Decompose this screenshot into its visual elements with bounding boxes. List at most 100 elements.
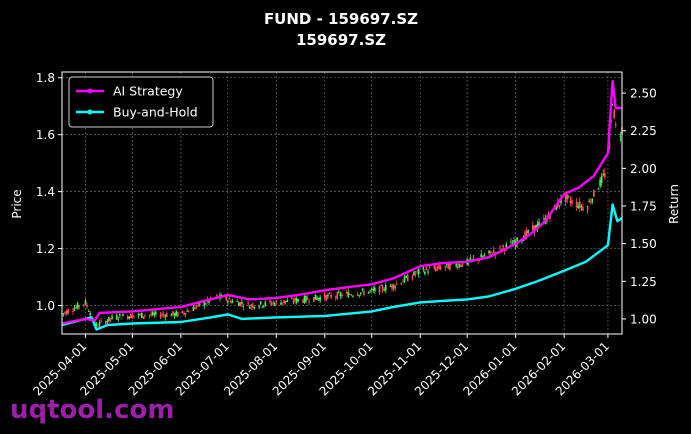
candle-body	[328, 293, 331, 294]
candle-body	[75, 306, 77, 308]
candle-body	[571, 200, 573, 204]
candle-body	[281, 302, 284, 304]
candle-body	[119, 314, 121, 316]
candle-body	[338, 291, 340, 293]
y-axis-right: 1.00 1.25 1.50 1.75 2.00 2.25 2.50	[622, 87, 657, 326]
candle-body	[292, 301, 295, 303]
candle-body	[383, 290, 386, 291]
chart-subtitle: 159697.SZ	[296, 31, 386, 49]
candle-body	[582, 207, 584, 211]
candle-body	[535, 225, 537, 230]
candle-body	[284, 301, 287, 303]
candle-body	[560, 198, 562, 204]
candle-body	[427, 271, 429, 273]
candle-body	[142, 316, 145, 318]
candle-body	[349, 294, 351, 295]
candle-body	[122, 314, 124, 317]
candle-body	[139, 313, 142, 315]
candle-body	[356, 294, 359, 296]
candle-body	[286, 299, 289, 302]
candle-body	[406, 274, 409, 282]
candle-body	[62, 313, 65, 315]
candle-body	[411, 276, 414, 279]
candle-body	[330, 294, 332, 298]
candle-body	[345, 291, 348, 293]
legend-box	[68, 76, 214, 128]
candle-body	[403, 276, 406, 282]
candle-body	[172, 311, 174, 315]
y-right-tick-label: 1.00	[630, 312, 657, 326]
candle-body	[294, 297, 296, 302]
candle-body	[247, 302, 249, 304]
candle-body	[413, 271, 415, 276]
candle-body	[439, 266, 442, 270]
candle-body	[192, 306, 195, 311]
candle-body	[417, 268, 420, 274]
candle-body	[586, 206, 589, 211]
price-candles	[61, 103, 623, 329]
candle-body	[140, 312, 143, 319]
candle-body	[438, 264, 440, 269]
candle-body	[239, 302, 242, 306]
candle-body	[394, 286, 396, 288]
candle-body	[597, 188, 600, 190]
candle-body	[181, 310, 184, 313]
candle-body	[619, 136, 622, 138]
candle-body	[144, 315, 146, 317]
candle-body	[148, 314, 151, 316]
candle-body	[389, 286, 392, 287]
candle-body	[460, 265, 462, 267]
candle-body	[261, 306, 264, 308]
candle-body	[395, 283, 398, 285]
candle-body	[164, 315, 167, 318]
candle-body	[84, 300, 87, 305]
candle-body	[313, 297, 315, 302]
candle-body	[137, 313, 140, 316]
candle-body	[405, 276, 407, 278]
candle-body	[402, 281, 404, 283]
candle-body	[455, 263, 457, 267]
candle-body	[372, 289, 375, 291]
candle-body	[580, 205, 583, 208]
candle-body	[106, 321, 109, 323]
candle-body	[153, 313, 156, 315]
candle-body	[502, 245, 504, 248]
candle-body	[89, 313, 91, 316]
candle-body	[159, 315, 162, 318]
candle-body	[295, 298, 298, 303]
candle-body	[414, 273, 417, 275]
candle-body	[230, 300, 232, 303]
candle-body	[527, 230, 529, 233]
candle-body	[117, 318, 120, 320]
candle-body	[469, 257, 472, 262]
y-right-tick-label: 2.25	[630, 124, 657, 138]
candle-body	[203, 301, 206, 306]
candle-body	[231, 300, 234, 303]
candle-body	[184, 313, 187, 316]
candle-body	[602, 174, 605, 176]
candle-body	[334, 296, 337, 298]
candle-body	[176, 311, 179, 317]
candle-body	[350, 294, 353, 296]
candle-body	[525, 230, 528, 236]
candle-body	[67, 309, 70, 314]
candle-body	[183, 312, 185, 315]
candle-body	[336, 292, 339, 299]
candle-body	[392, 284, 395, 290]
candle-body	[109, 318, 112, 320]
candle-body	[280, 302, 282, 305]
candle-body	[86, 305, 88, 307]
candle-body	[195, 305, 198, 307]
candle-body	[236, 300, 238, 302]
candle-body	[532, 225, 534, 231]
candle-body	[253, 306, 256, 309]
candle-body	[566, 194, 569, 200]
candle-body	[250, 304, 253, 307]
candle-body	[227, 300, 229, 303]
candle-body	[170, 314, 173, 317]
candle-body	[483, 254, 486, 257]
candle-body	[187, 311, 190, 313]
candle-body	[98, 322, 101, 326]
candle-body	[564, 193, 567, 202]
